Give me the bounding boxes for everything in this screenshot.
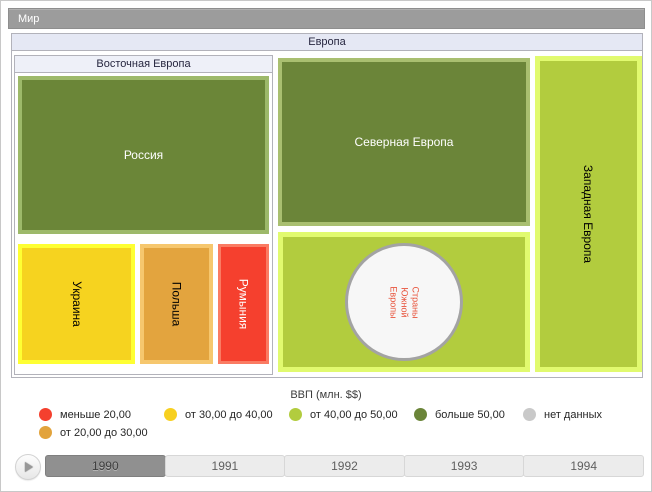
legend-title: ВВП (млн. $$): [290, 389, 362, 401]
tile-russia[interactable]: Россия: [18, 76, 269, 234]
legend-item-20-30-label: от 20,00 до 30,00: [60, 426, 148, 439]
group-header-eastern-europe-label: Восточная Европа: [96, 58, 191, 70]
breadcrumb-world-bar[interactable]: Мир: [8, 8, 645, 29]
legend-swatch-gray-icon: [523, 408, 536, 421]
group-header-europe[interactable]: Европа: [12, 34, 642, 51]
legend-swatch-yellow-icon: [164, 408, 177, 421]
tile-northern-europe-label: Северная Европа: [354, 135, 454, 149]
timeline-year-1990[interactable]: 1990: [45, 455, 166, 477]
legend-swatch-orange-icon: [39, 426, 52, 439]
play-button[interactable]: [15, 454, 41, 480]
legend-item-less-20-label: меньше 20,00: [60, 408, 132, 421]
legend-item-30-40-label: от 30,00 до 40,00: [185, 408, 273, 421]
timeline-year-1993[interactable]: 1993: [403, 455, 525, 477]
timeline-year-1992[interactable]: 1992: [284, 455, 405, 477]
tile-russia-label: Россия: [123, 148, 164, 162]
group-europe: Европа Восточная Европа Россия Украина П…: [11, 33, 643, 378]
tile-ukraine[interactable]: Украина: [18, 244, 135, 364]
timeline-year-1994[interactable]: 1994: [523, 455, 644, 477]
tile-southern-europe-area[interactable]: Страны Южной Европы: [278, 232, 530, 372]
legend-item-more-50-label: больше 50,00: [435, 408, 505, 421]
tile-southern-europe-label: Страны Южной Европы: [388, 285, 421, 319]
legend-item-no-data: нет данных: [523, 407, 602, 422]
legend-item-30-40: от 30,00 до 40,00: [164, 407, 273, 422]
group-eastern-europe: Восточная Европа Россия Украина Польша Р…: [14, 55, 273, 375]
group-header-eastern-europe[interactable]: Восточная Европа: [15, 56, 272, 73]
timeline-year-1991[interactable]: 1991: [164, 455, 286, 477]
tile-western-europe-label: Западная Европа: [581, 164, 596, 264]
tile-poland-label: Польша: [169, 281, 184, 327]
tile-western-europe[interactable]: Западная Европа: [535, 56, 642, 372]
tile-romania-label: Румыния: [236, 278, 251, 330]
tile-ukraine-label: Украина: [69, 281, 84, 327]
legend-item-more-50: больше 50,00: [414, 407, 505, 422]
legend-swatch-darkgreen-icon: [414, 408, 427, 421]
tile-romania[interactable]: Румыния: [218, 244, 269, 364]
tile-northern-europe[interactable]: Северная Европа: [278, 58, 530, 226]
legend-item-no-data-label: нет данных: [544, 408, 603, 421]
play-icon: [25, 462, 33, 472]
breadcrumb-world-label: Мир: [18, 12, 40, 25]
legend-item-40-50-label: от 40,00 до 50,00: [310, 408, 398, 421]
timeline: 1990 1991 1992 1993 1994: [45, 455, 644, 477]
legend-swatch-lightgreen-icon: [289, 408, 302, 421]
tile-poland[interactable]: Польша: [140, 244, 213, 364]
tile-southern-europe-circle[interactable]: Страны Южной Европы: [345, 243, 463, 361]
legend-item-40-50: от 40,00 до 50,00: [289, 407, 398, 422]
legend-item-less-20: меньше 20,00: [39, 407, 131, 422]
legend-item-20-30: от 20,00 до 30,00: [39, 425, 148, 440]
group-header-europe-label: Европа: [308, 36, 346, 48]
legend-swatch-red-icon: [39, 408, 52, 421]
